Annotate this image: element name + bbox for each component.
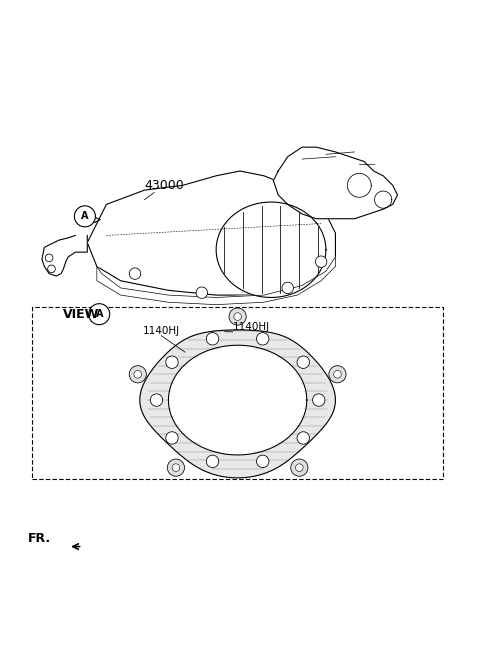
Circle shape [134, 371, 142, 378]
Circle shape [166, 432, 178, 444]
Polygon shape [216, 202, 326, 298]
Circle shape [297, 356, 310, 369]
Polygon shape [42, 235, 87, 276]
Circle shape [206, 332, 219, 345]
Circle shape [150, 394, 163, 406]
Text: FR.: FR. [28, 532, 51, 545]
Text: A: A [81, 212, 89, 221]
Text: A: A [96, 309, 103, 319]
Circle shape [166, 356, 178, 369]
Circle shape [297, 432, 310, 444]
Circle shape [296, 464, 303, 472]
Circle shape [206, 455, 219, 468]
Text: 43000: 43000 [144, 179, 184, 193]
Circle shape [196, 287, 207, 298]
Circle shape [234, 313, 241, 321]
Polygon shape [140, 330, 336, 478]
Circle shape [168, 459, 184, 476]
Text: 1140HJ: 1140HJ [233, 322, 270, 332]
Circle shape [282, 283, 293, 294]
Polygon shape [168, 345, 307, 455]
Circle shape [172, 464, 180, 472]
Circle shape [291, 459, 308, 476]
Polygon shape [274, 147, 397, 219]
Circle shape [315, 256, 327, 267]
Text: 1140HJ: 1140HJ [143, 326, 180, 336]
Circle shape [256, 332, 269, 345]
Circle shape [129, 268, 141, 279]
Circle shape [256, 455, 269, 468]
Circle shape [334, 371, 341, 378]
Circle shape [329, 366, 346, 383]
Circle shape [74, 206, 96, 227]
Circle shape [89, 304, 110, 325]
Circle shape [312, 394, 325, 406]
Circle shape [229, 308, 246, 325]
Text: VIEW: VIEW [63, 307, 100, 321]
Circle shape [129, 366, 146, 383]
Polygon shape [97, 257, 336, 305]
Polygon shape [87, 171, 336, 295]
Bar [33, 307, 443, 479]
